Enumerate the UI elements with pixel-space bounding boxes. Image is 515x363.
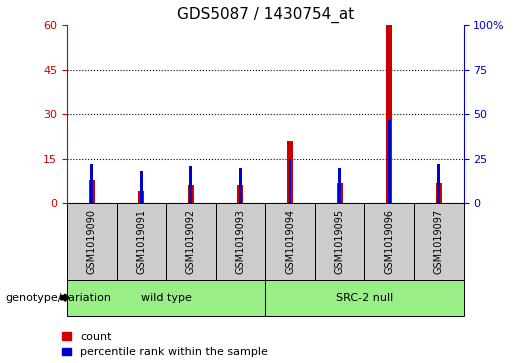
FancyBboxPatch shape [265,280,464,316]
FancyBboxPatch shape [315,203,365,280]
Bar [437,164,440,203]
Bar [386,25,392,203]
Bar [139,191,144,203]
Text: GSM1019097: GSM1019097 [434,209,444,274]
FancyBboxPatch shape [116,203,166,280]
Bar [388,120,391,203]
Bar [436,183,442,203]
Bar [188,185,194,203]
Text: wild type: wild type [141,293,192,303]
Text: genotype/variation: genotype/variation [5,293,111,303]
Text: GSM1019095: GSM1019095 [335,209,345,274]
Text: GSM1019090: GSM1019090 [87,209,97,274]
Text: SRC-2 null: SRC-2 null [336,293,393,303]
Text: GSM1019091: GSM1019091 [136,209,146,274]
Bar [190,166,193,203]
Bar [140,171,143,203]
Text: GSM1019094: GSM1019094 [285,209,295,274]
Bar [237,185,244,203]
Text: GSM1019093: GSM1019093 [235,209,246,274]
FancyBboxPatch shape [265,203,315,280]
Bar [89,180,95,203]
Text: GSM1019096: GSM1019096 [384,209,394,274]
Bar [288,159,291,203]
Bar [239,168,242,203]
FancyBboxPatch shape [67,203,116,280]
FancyBboxPatch shape [365,203,414,280]
FancyBboxPatch shape [166,203,216,280]
FancyBboxPatch shape [216,203,265,280]
FancyBboxPatch shape [414,203,464,280]
FancyBboxPatch shape [67,280,265,316]
Bar [90,164,93,203]
Text: GSM1019092: GSM1019092 [186,209,196,274]
Bar [287,141,293,203]
Bar [337,183,342,203]
Bar [338,168,341,203]
Title: GDS5087 / 1430754_at: GDS5087 / 1430754_at [177,7,354,23]
Legend: count, percentile rank within the sample: count, percentile rank within the sample [62,332,268,358]
